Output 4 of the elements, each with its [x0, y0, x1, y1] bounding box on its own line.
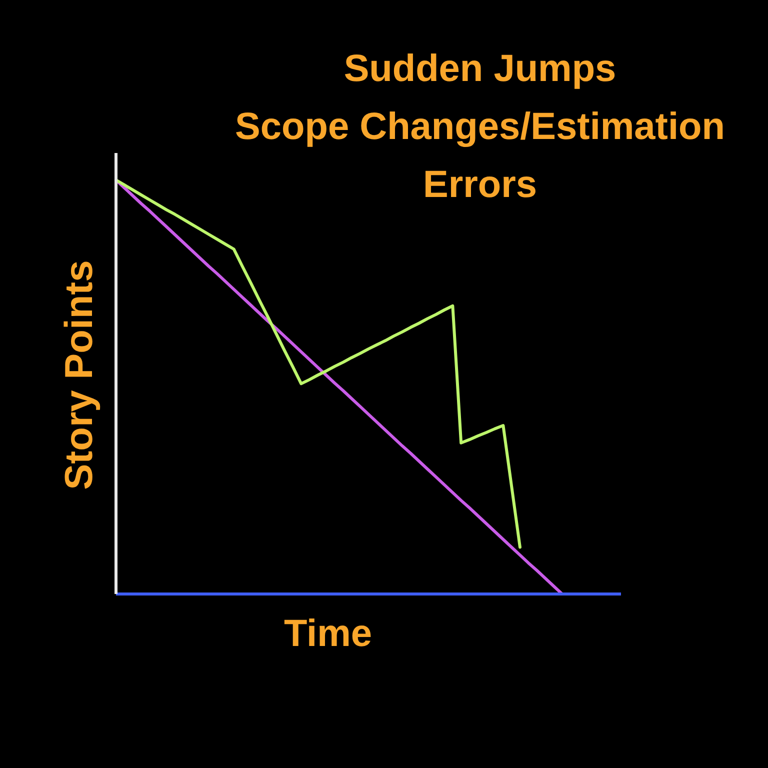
chart-title: Sudden Jumps	[342, 47, 618, 92]
x-axis-title: Time	[282, 612, 373, 656]
y-axis-title: Story Points	[58, 259, 102, 492]
chart-subtitle: Scope Changes/Estimation Errors	[234, 105, 726, 208]
